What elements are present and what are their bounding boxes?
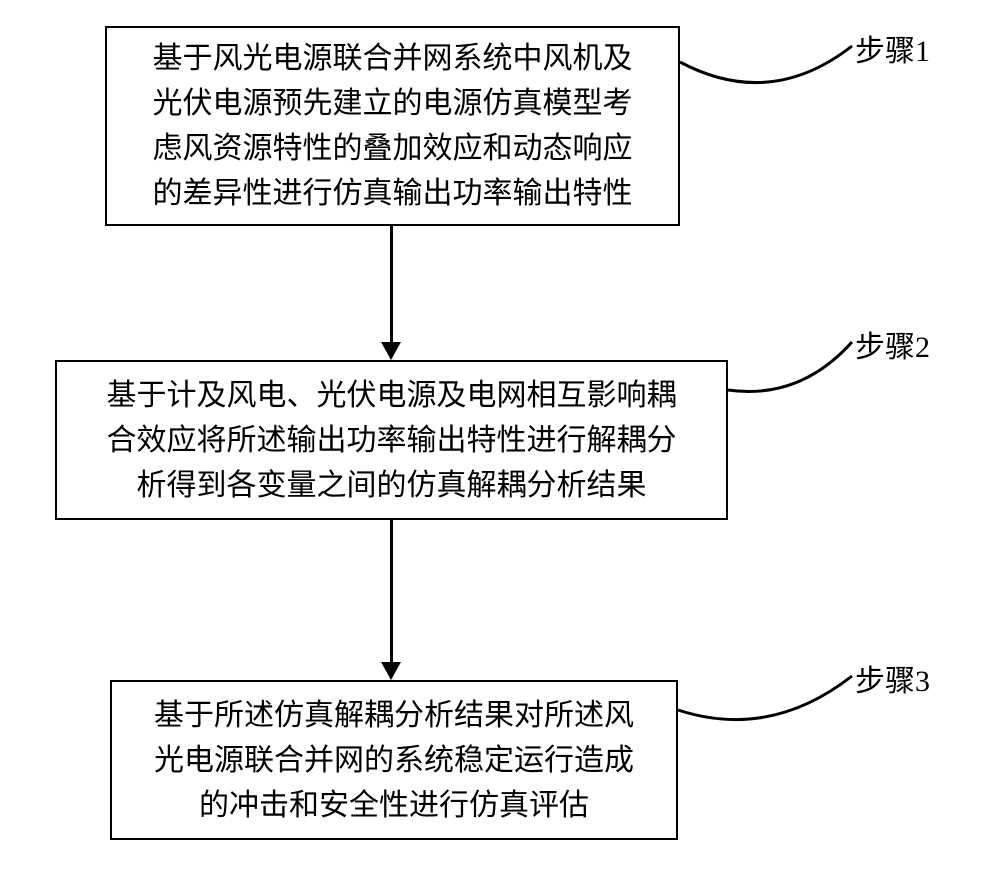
connector-curve-3: [0, 0, 1000, 871]
flowchart-container: 基于风光电源联合并网系统中风机及光伏电源预先建立的电源仿真模型考虑风资源特性的叠…: [0, 0, 1000, 871]
